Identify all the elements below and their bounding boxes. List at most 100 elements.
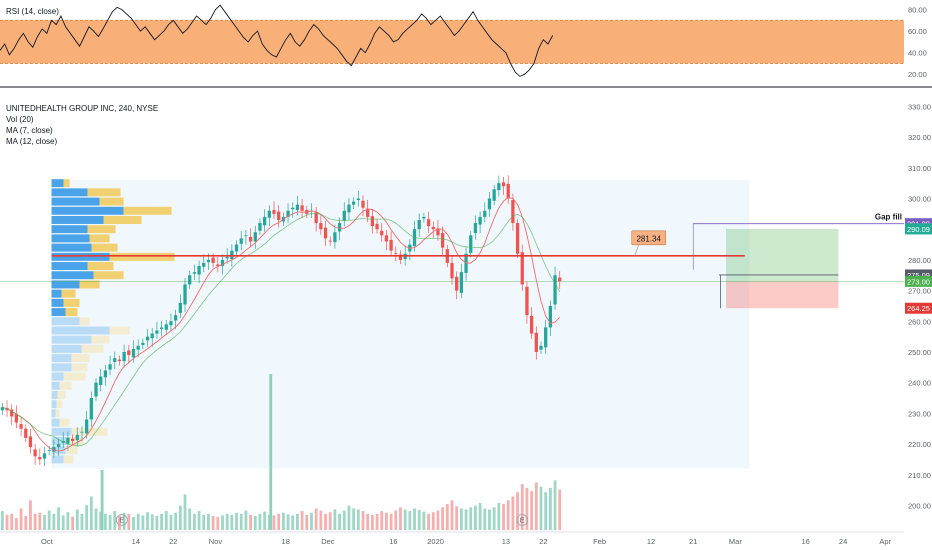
volume-bar <box>216 517 220 530</box>
ma12-indicator-label[interactable]: MA (12, close) <box>6 137 57 146</box>
price-axis-tick: 200.00 <box>908 501 931 510</box>
profile-bar-down <box>63 372 86 381</box>
candle-body <box>548 305 553 328</box>
volume-bar <box>272 515 276 530</box>
volume-bar <box>441 507 445 530</box>
candle-body <box>408 244 412 252</box>
candle-body <box>94 382 98 397</box>
volume-bar <box>188 508 192 530</box>
time-axis[interactable]: Oct 14 22 Nov 18 Dec 16 2020 13 22 Feb 12 21 Mar 16 24 A… <box>41 537 892 546</box>
volume-profile-background <box>51 180 750 469</box>
candle-body <box>47 450 51 451</box>
candle-body <box>127 350 131 356</box>
volume-bar <box>338 513 341 530</box>
volume-bar <box>408 511 412 530</box>
price-tag-text: 290.09 <box>907 225 930 234</box>
profile-bar-down <box>59 418 70 427</box>
candle-body <box>183 284 187 305</box>
volume-bar <box>380 511 384 530</box>
time-axis-tick: Mar <box>729 537 742 546</box>
gap-fill-label[interactable]: Gap fill <box>875 213 902 222</box>
price-callout[interactable]: 281.34 <box>631 230 667 256</box>
candle-body <box>459 272 464 293</box>
ma7-indicator-label[interactable]: MA (7, close) <box>6 126 53 135</box>
volume-bar <box>211 515 215 530</box>
volume-bar <box>445 504 449 530</box>
volume-bar <box>71 516 75 530</box>
time-axis-tick: 14 <box>132 537 140 546</box>
candle-body <box>28 436 33 448</box>
profile-bar-down <box>123 206 172 215</box>
candle-body <box>117 359 122 362</box>
volume-bars <box>0 374 562 530</box>
volume-bar <box>342 510 346 530</box>
rsi-axis-tick: 80.00 <box>908 6 927 15</box>
time-axis-tick: Apr <box>879 537 891 546</box>
volume-bar <box>127 513 131 530</box>
volume-bar <box>394 510 398 530</box>
candle-body <box>258 223 262 231</box>
candle-body <box>159 327 164 329</box>
candle-body <box>483 210 487 217</box>
rsi-price-axis[interactable]: 80.00 60.00 40.00 20.00 <box>908 6 927 80</box>
time-axis-tick: 12 <box>647 537 655 546</box>
candle-body <box>558 277 562 282</box>
profile-bar-down <box>109 252 175 261</box>
profile-bar-down <box>69 436 84 445</box>
volume-bar <box>375 513 379 530</box>
profile-bar-down <box>81 344 104 353</box>
callout-leader <box>634 244 640 256</box>
rsi-axis-tick: 60.00 <box>908 27 927 36</box>
volume-bar <box>108 514 112 530</box>
volume-bar <box>47 510 51 530</box>
volume-bar <box>488 509 491 530</box>
profile-bar-up <box>51 427 72 436</box>
candle-body <box>216 264 220 267</box>
rsi-pane: RSI (14, close) 80.00 60.00 40.00 20.00 <box>0 4 927 80</box>
volume-bar <box>422 511 426 530</box>
volume-bar <box>286 514 290 530</box>
volume-bar <box>520 484 524 530</box>
candle-body <box>380 230 384 236</box>
profile-bar-down <box>65 446 78 455</box>
candle-body <box>337 223 342 232</box>
position-stop-zone[interactable] <box>726 281 839 309</box>
profile-bar-up <box>51 188 88 197</box>
candle-body <box>384 235 389 242</box>
volume-bar <box>403 509 407 530</box>
volume-bar <box>221 515 224 530</box>
volume-bar <box>155 515 159 530</box>
profile-bar-down <box>79 317 90 326</box>
profile-bar-up <box>51 344 82 353</box>
time-axis-tick: 24 <box>839 537 847 546</box>
candle-body <box>113 358 117 362</box>
candle-body <box>501 182 506 187</box>
volume-bar <box>305 514 309 530</box>
price-axis-tick: 220.00 <box>908 440 931 449</box>
rsi-indicator-label[interactable]: RSI (14, close) <box>6 7 59 16</box>
volume-spike <box>100 470 104 530</box>
volume-bar <box>29 500 32 530</box>
vol-indicator-label[interactable]: Vol (20) <box>6 115 34 124</box>
profile-bar-down <box>89 234 110 243</box>
time-axis-tick: 21 <box>689 537 697 546</box>
earnings-marker[interactable] <box>115 514 128 526</box>
earnings-marker[interactable] <box>516 514 529 526</box>
volume-bar <box>118 515 121 530</box>
volume-bar <box>141 515 145 530</box>
volume-bar <box>150 514 154 530</box>
volume-bar <box>258 513 262 530</box>
profile-bar-up <box>51 197 100 206</box>
volume-bar <box>66 512 70 530</box>
candle-body <box>103 370 108 378</box>
candle-body <box>389 239 393 251</box>
volume-bar <box>291 515 295 530</box>
price-tag-text: 273.00 <box>907 277 930 286</box>
volume-bar <box>310 512 313 530</box>
candle-body <box>202 262 206 267</box>
candle-body <box>356 198 360 201</box>
candle-body <box>286 210 290 217</box>
candle-body <box>347 204 351 213</box>
callout-box <box>631 230 667 246</box>
